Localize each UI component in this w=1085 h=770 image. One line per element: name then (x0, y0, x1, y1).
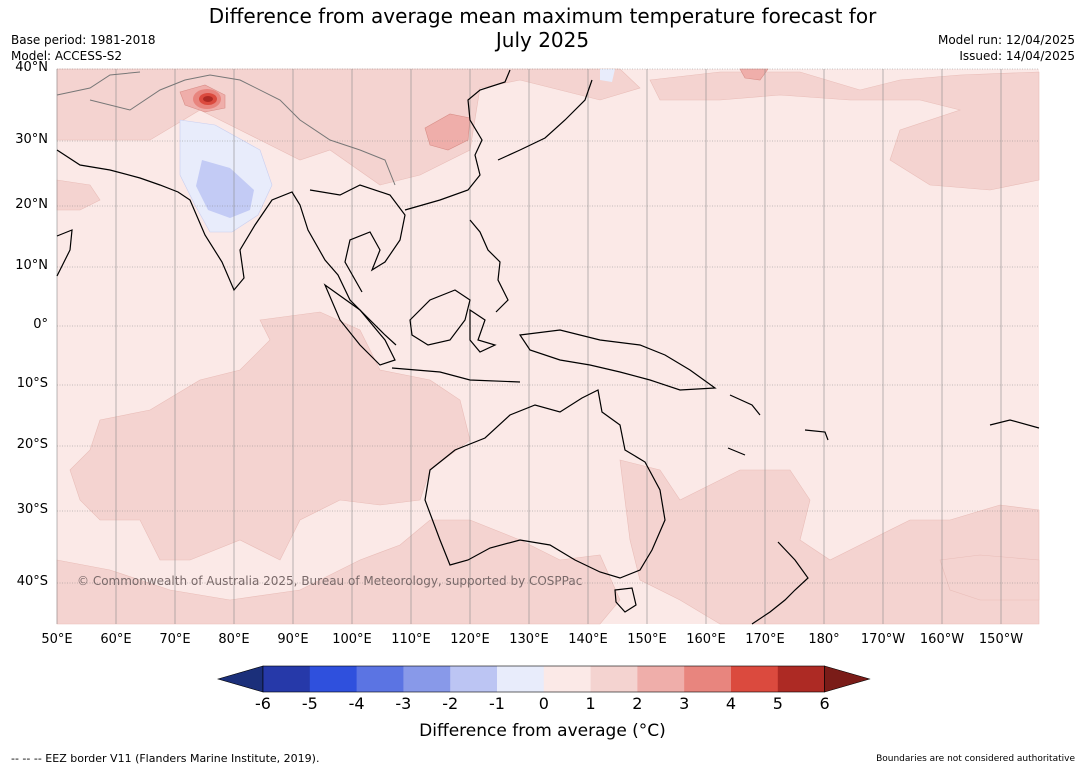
colorbar-segment (263, 666, 311, 692)
longitude-label: 180° (808, 632, 840, 647)
colorbar-segment (637, 666, 685, 692)
colorbar-tick-label: -4 (348, 694, 365, 713)
longitude-label: 170°W (860, 632, 906, 647)
latitude-label: 40°N (15, 60, 48, 75)
colorbar-outline (262, 665, 825, 693)
colorbar-tick-label: -3 (395, 694, 412, 713)
anomaly-negative-regions (179, 69, 615, 233)
boundaries-note: Boundaries are not considered authoritat… (876, 754, 1075, 764)
title-line-1: Difference from average mean maximum tem… (208, 4, 877, 28)
colorbar-tick-label: 0 (538, 694, 549, 713)
latitude-label: 30°N (15, 132, 48, 147)
colorbar-segment (590, 666, 638, 692)
land-outlines (56, 69, 1040, 625)
colorbar-segment (543, 666, 592, 692)
latitude-label: 10°N (15, 258, 48, 273)
longitude-label: 60°E (100, 632, 132, 647)
colorbar-segment (731, 666, 779, 692)
meta-left: Base period: 1981-2018 Model: ACCESS-S2 (11, 32, 156, 64)
colorbar-segment (356, 666, 404, 692)
colorbar-segment (309, 666, 358, 692)
anomaly-3-plus-region (193, 89, 221, 109)
colorbar-arrow-low (216, 665, 264, 693)
graticule (56, 68, 1039, 624)
longitude-label: 170°E (745, 632, 785, 647)
colorbar-segment (497, 666, 545, 692)
longitude-label: 140°E (568, 632, 608, 647)
issued-date: Issued: 14/04/2025 (959, 49, 1075, 63)
latitude-label: 10°S (16, 376, 48, 391)
longitude-label: 100°E (332, 632, 372, 647)
longitude-label: 70°E (159, 632, 191, 647)
longitude-label: 160°E (686, 632, 726, 647)
colorbar-tick-label: 1 (585, 694, 596, 713)
colorbar-segment (450, 666, 498, 692)
longitude-label: 50°E (41, 632, 73, 647)
colorbar-tick-label: -2 (442, 694, 459, 713)
colorbar-tick-label: -1 (489, 694, 505, 713)
colorbar-tick-label: 5 (772, 694, 783, 713)
colorbar-tick-label: 3 (679, 694, 690, 713)
latitude-label: 20°S (16, 437, 48, 452)
colorbar-label: Difference from average (°C) (419, 721, 666, 741)
latitude-label: 30°S (16, 502, 48, 517)
longitude-label: 90°E (277, 632, 309, 647)
map-title: Difference from average mean maximum tem… (0, 4, 1085, 52)
longitude-label: 80°E (218, 632, 250, 647)
model-run: Model run: 12/04/2025 (937, 33, 1075, 47)
latitude-label: 0° (33, 317, 48, 332)
copyright-notice: © Commonwealth of Australia 2025, Bureau… (77, 574, 583, 588)
meta-right: Model run: 12/04/2025 Issued: 14/04/2025 (938, 32, 1075, 64)
colorbar-segment (777, 666, 826, 692)
colorbar-segment (403, 666, 451, 692)
colorbar-tick-label: -5 (301, 694, 318, 713)
colorbar-tick-label: -6 (255, 694, 271, 713)
colorbar-arrow-high (824, 665, 871, 693)
base-period: Base period: 1981-2018 (11, 33, 156, 47)
latitude-label: 40°S (16, 574, 48, 589)
colorbar-segment (684, 666, 732, 692)
colorbar-tick-label: 4 (725, 694, 737, 713)
longitude-label: 130°E (509, 632, 549, 647)
colorbar-tick-label: 6 (819, 694, 830, 713)
longitude-label: 160°W (919, 632, 965, 647)
colorbar-tick-label: 2 (632, 694, 643, 713)
longitude-label: 110°E (391, 632, 431, 647)
model-name: Model: ACCESS-S2 (11, 49, 123, 63)
longitude-label: 150°W (978, 632, 1024, 647)
longitude-label: 120°E (450, 632, 490, 647)
latitude-label: 20°N (15, 197, 48, 212)
title-line-2: July 2025 (495, 28, 590, 52)
longitude-label: 150°E (627, 632, 667, 647)
colorbar (216, 665, 871, 693)
eez-note: -- -- -- EEZ border V11 (Flanders Marine… (11, 752, 320, 765)
